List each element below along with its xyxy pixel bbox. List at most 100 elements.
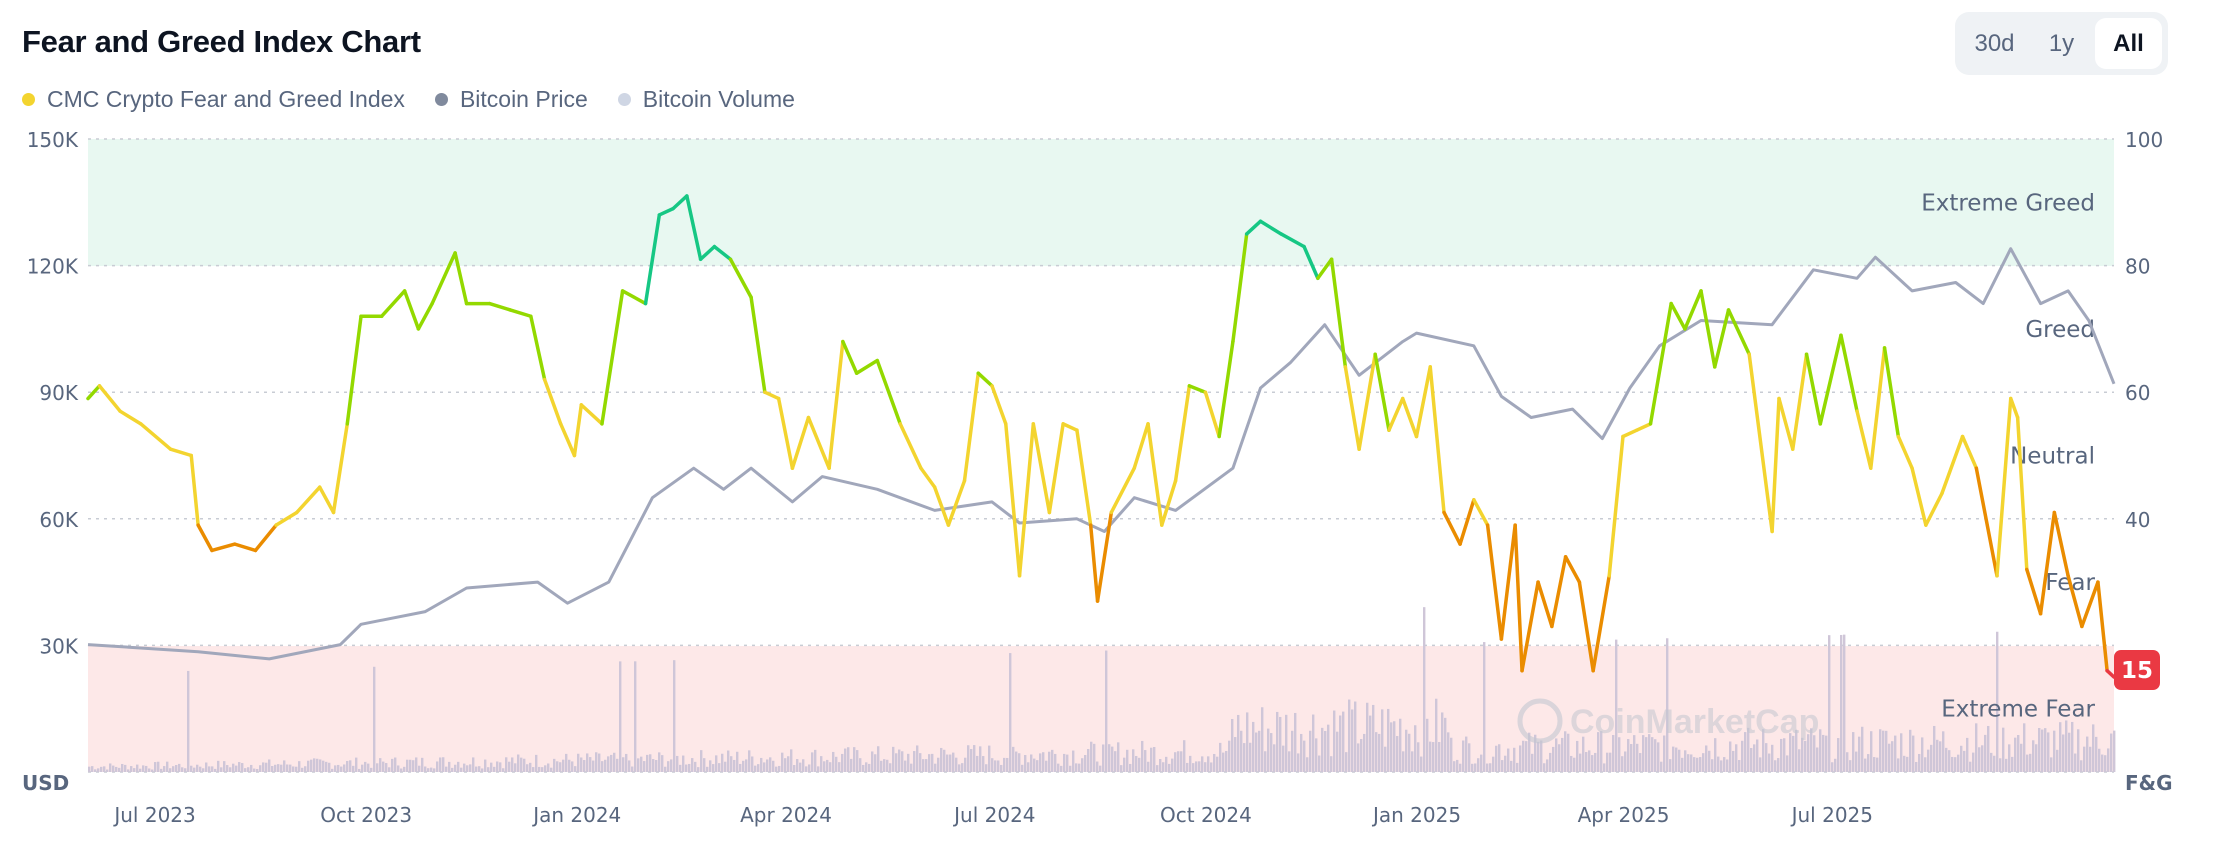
volume-bar: [1882, 730, 1885, 772]
volume-bar: [1060, 765, 1063, 772]
fear-greed-segment: [827, 339, 845, 470]
volume-bar: [1204, 762, 1207, 772]
fear-greed-segment: [1329, 257, 1348, 369]
fear-greed-segment: [1428, 365, 1446, 515]
volume-bar: [490, 762, 493, 772]
volume-bar: [418, 765, 421, 772]
volume-bar: [925, 759, 928, 772]
volume-bar: [523, 758, 526, 772]
volume-bar: [1339, 715, 1342, 772]
volume-bar: [802, 759, 805, 772]
fear-greed-segment: [1004, 422, 1022, 578]
volume-bar: [877, 746, 880, 772]
volume-bar: [2095, 736, 2098, 772]
volume-bar: [1900, 733, 1903, 772]
volume-bar: [1879, 729, 1882, 772]
legend-item-bitcoin-volume[interactable]: Bitcoin Volume: [617, 86, 795, 113]
volume-bar: [1315, 738, 1318, 772]
volume-bar: [481, 768, 484, 772]
volume-bar: [889, 763, 892, 772]
volume-bar: [1261, 707, 1264, 772]
volume-bar: [1432, 742, 1435, 772]
volume-bar: [685, 764, 688, 772]
volume-bar: [607, 756, 610, 772]
volume-bar: [1792, 735, 1795, 772]
volume-bar: [907, 753, 910, 772]
fear-greed-segment: [1924, 491, 1944, 527]
volume-bar: [1027, 762, 1030, 772]
volume-bar: [901, 751, 904, 772]
volume-bar: [1552, 746, 1555, 772]
fear-greed-segment: [1217, 339, 1235, 439]
volume-bar: [601, 761, 604, 772]
fear-greed-segment: [1839, 333, 1859, 413]
volume-bar: [655, 760, 658, 772]
volume-bar: [1162, 762, 1165, 772]
volume-bar: [1390, 722, 1393, 772]
volume-bar: [1480, 754, 1483, 772]
volume-bar: [1999, 758, 2002, 772]
volume-bar: [190, 765, 193, 772]
volume-bar: [331, 768, 334, 772]
volume-bar: [541, 767, 544, 772]
volume-bar: [868, 763, 871, 772]
fear-greed-segment: [1442, 510, 1462, 546]
volume-bar: [571, 761, 574, 772]
range-30d-button[interactable]: 30d: [1974, 30, 2015, 57]
right-axis-tick: 40: [2125, 508, 2150, 532]
volume-bar: [1054, 753, 1057, 772]
volume-bar: [292, 766, 295, 772]
volume-bar: [1606, 752, 1609, 772]
volume-bar: [388, 767, 391, 772]
range-all-button[interactable]: All: [2095, 18, 2162, 69]
volume-bar: [1156, 765, 1159, 772]
volume-bar: [1753, 744, 1756, 772]
current-value-badge: 15: [2114, 650, 2160, 690]
volume-bar: [2008, 744, 2011, 772]
volume-bar: [409, 759, 412, 772]
volume-bar: [1135, 755, 1138, 772]
volume-bar: [1816, 747, 1819, 772]
volume-bar: [250, 764, 253, 772]
volume-bar: [1510, 760, 1513, 772]
volume-bar: [709, 760, 712, 772]
fear-greed-segment: [932, 485, 951, 527]
volume-bar: [799, 762, 802, 772]
volume-bar: [112, 765, 115, 772]
volume-bar: [355, 757, 358, 772]
volume-bar: [1528, 732, 1531, 772]
fear-greed-segment: [1187, 384, 1208, 394]
legend-item-fear-greed[interactable]: CMC Crypto Fear and Greed Index: [22, 86, 405, 113]
volume-bar: [1357, 743, 1360, 772]
volume-bar: [145, 765, 148, 772]
volume-bar: [1687, 754, 1690, 772]
volume-bar: [1987, 725, 1990, 772]
volume-bar: [1657, 742, 1660, 772]
legend-item-bitcoin-price[interactable]: Bitcoin Price: [434, 86, 588, 113]
fear-greed-segment: [1472, 498, 1490, 527]
fear-greed-segment: [643, 213, 662, 306]
volume-bar: [1042, 752, 1045, 772]
volume-bar: [910, 763, 913, 772]
fear-greed-segment: [712, 244, 733, 262]
volume-bar: [1087, 749, 1090, 772]
volume-bar: [1888, 743, 1891, 772]
fear-greed-segment: [1017, 422, 1036, 578]
volume-bar: [130, 766, 133, 772]
zone-label: Neutral: [2010, 444, 2095, 470]
volume-bar: [724, 761, 727, 772]
fear-greed-segment: [253, 523, 278, 553]
volume-bar: [205, 762, 208, 772]
volume-bar: [1153, 746, 1156, 772]
volume-bar: [268, 759, 271, 772]
volume-bar: [1000, 764, 1003, 772]
volume-bar: [121, 763, 124, 772]
volume-bar: [1183, 740, 1186, 772]
volume-bar: [193, 767, 196, 772]
range-1y-button[interactable]: 1y: [2048, 30, 2075, 57]
volume-bar: [1783, 738, 1786, 772]
volume-bar: [1090, 741, 1093, 772]
fear-greed-segment: [1550, 555, 1568, 629]
fear-greed-segment: [1683, 289, 1703, 331]
volume-bar: [1150, 747, 1153, 772]
